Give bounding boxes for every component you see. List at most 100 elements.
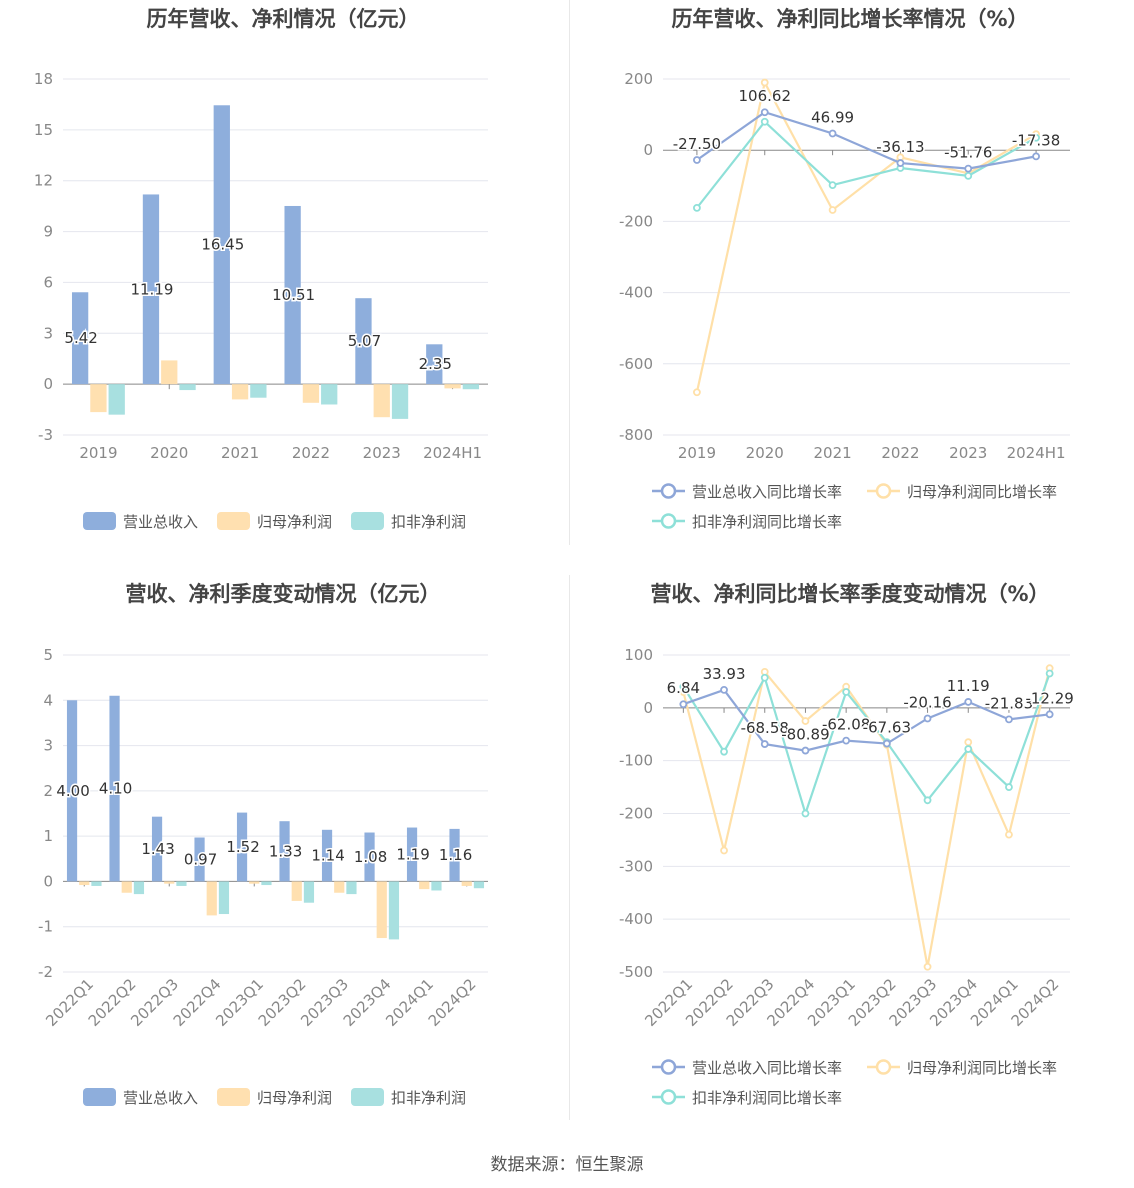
annual-revenue-profit-chart: 历年营收、净利情况（亿元） 18 15 12 9 6 3 0 -3 2019 2020 2021 202… bbox=[0, 0, 567, 576]
bar-value-label: 4.10 bbox=[99, 780, 132, 798]
bar bbox=[431, 881, 442, 891]
legend-label: 营业总收入 bbox=[123, 513, 198, 531]
bar bbox=[231, 384, 249, 400]
legend-label: 扣非净利润同比增长率 bbox=[692, 513, 842, 531]
x-tick-label: 2023 bbox=[363, 444, 401, 462]
bar bbox=[90, 384, 107, 413]
data-point bbox=[1005, 830, 1013, 839]
bar-value-label: 16.45 bbox=[201, 236, 244, 254]
y-tick-label: 200 bbox=[624, 70, 653, 88]
bar bbox=[334, 881, 345, 893]
line-value-label: 11.19 bbox=[947, 677, 990, 695]
legend-marker bbox=[660, 1089, 677, 1105]
bar bbox=[206, 881, 217, 916]
legend-label: 归母净利润 bbox=[257, 513, 332, 531]
x-tick-label: 2024H1 bbox=[1007, 444, 1066, 462]
data-source: 数据来源：恒生聚源 bbox=[490, 1155, 644, 1175]
legend-swatch bbox=[217, 1088, 250, 1106]
series-line bbox=[696, 111, 1037, 170]
chart-svg: 历年营收、净利同比增长率情况（%） 200 0 -200 -400 -600 -800 201… bbox=[619, 7, 1070, 531]
legend-marker bbox=[875, 1059, 892, 1075]
y-tick-label: 6 bbox=[43, 273, 53, 291]
bar bbox=[376, 881, 387, 939]
bar bbox=[462, 384, 480, 390]
bar bbox=[279, 821, 290, 882]
bar bbox=[291, 881, 302, 901]
y-tick-label: -100 bbox=[619, 752, 653, 770]
y-tick-label: 5 bbox=[43, 646, 53, 664]
y-tick-label: -800 bbox=[619, 426, 653, 444]
divider-bottom bbox=[569, 575, 570, 1120]
bar bbox=[121, 881, 132, 893]
data-point bbox=[964, 171, 973, 180]
data-point bbox=[842, 688, 851, 696]
legend-marker bbox=[660, 513, 677, 529]
chart-svg: 营收、净利季度变动情况（亿元）543210-1-22022Q12022Q2202… bbox=[38, 582, 488, 1107]
chart-svg: 营收、净利同比增长率季度变动情况（%） 100 0 -100 -200 -300 -400 -… bbox=[619, 582, 1075, 1107]
bar bbox=[108, 384, 125, 415]
bar bbox=[161, 360, 178, 385]
legend-label: 营业总收入同比增长率 bbox=[692, 1059, 842, 1077]
data-point bbox=[882, 739, 891, 748]
bar bbox=[426, 344, 443, 385]
bar-value-label: 5.42 bbox=[64, 329, 97, 347]
y-tick-label: 0 bbox=[43, 375, 53, 393]
bar bbox=[66, 700, 78, 882]
data-point bbox=[964, 698, 973, 706]
bar-value-label: 5.07 bbox=[348, 332, 381, 350]
chart-title: 营收、净利季度变动情况（亿元） bbox=[126, 582, 441, 606]
series-line bbox=[682, 673, 1051, 818]
bar bbox=[71, 292, 89, 385]
bar bbox=[444, 384, 461, 389]
bar-value-label: 1.19 bbox=[396, 845, 429, 863]
y-tick-label: 0 bbox=[643, 699, 653, 717]
y-tick-label: 0 bbox=[43, 872, 53, 890]
legend-label: 扣非净利润同比增长率 bbox=[692, 1089, 842, 1107]
chart-title: 历年营收、净利情况（亿元） bbox=[147, 7, 420, 31]
y-tick-label: 2 bbox=[43, 782, 53, 800]
bar-value-label: 1.52 bbox=[226, 838, 259, 856]
line-value-label: -68.58 bbox=[741, 719, 789, 737]
quarterly-growth-rate-chart: 营收、净利同比增长率季度变动情况（%） 100 0 -100 -200 -300 -400 -… bbox=[567, 576, 1134, 1152]
data-point bbox=[720, 686, 728, 694]
series-line bbox=[696, 120, 1037, 209]
y-tick-label: 3 bbox=[43, 737, 53, 755]
y-tick-label: 4 bbox=[43, 691, 53, 709]
data-point bbox=[923, 796, 932, 805]
bar bbox=[91, 881, 102, 886]
legend-label: 归母净利润同比增长率 bbox=[907, 1059, 1057, 1077]
data-point bbox=[720, 846, 728, 855]
data-point bbox=[1005, 715, 1013, 724]
bar bbox=[250, 384, 267, 398]
data-point bbox=[693, 156, 701, 164]
bar bbox=[373, 384, 390, 418]
bar bbox=[164, 881, 175, 884]
data-point bbox=[760, 108, 769, 117]
data-point bbox=[923, 962, 932, 971]
bar-value-label: 1.08 bbox=[354, 848, 387, 866]
y-tick-label: -3 bbox=[38, 426, 53, 444]
bar-value-label: 1.16 bbox=[439, 846, 472, 864]
data-point bbox=[828, 181, 837, 189]
y-tick-label: 3 bbox=[43, 324, 53, 342]
data-point bbox=[760, 78, 769, 87]
line-value-label: 33.93 bbox=[703, 665, 746, 683]
data-point bbox=[828, 206, 837, 214]
bar bbox=[213, 105, 230, 385]
bar bbox=[142, 194, 160, 385]
line-value-label: 6.84 bbox=[667, 679, 700, 697]
legend-label: 归母净利润同比增长率 bbox=[907, 483, 1057, 501]
data-point bbox=[1032, 152, 1040, 161]
line-value-label: -12.29 bbox=[1025, 689, 1073, 707]
y-tick-label: -1 bbox=[38, 918, 53, 936]
legend-label: 扣非净利润 bbox=[391, 1089, 466, 1107]
data-point bbox=[679, 700, 688, 709]
bar bbox=[388, 881, 400, 940]
y-tick-label: -400 bbox=[619, 910, 653, 928]
bar-value-label: 2.35 bbox=[419, 355, 452, 373]
bar bbox=[176, 881, 187, 886]
data-point bbox=[964, 738, 973, 747]
data-point bbox=[842, 736, 851, 745]
legend-swatch bbox=[217, 512, 250, 530]
data-point bbox=[896, 159, 905, 167]
